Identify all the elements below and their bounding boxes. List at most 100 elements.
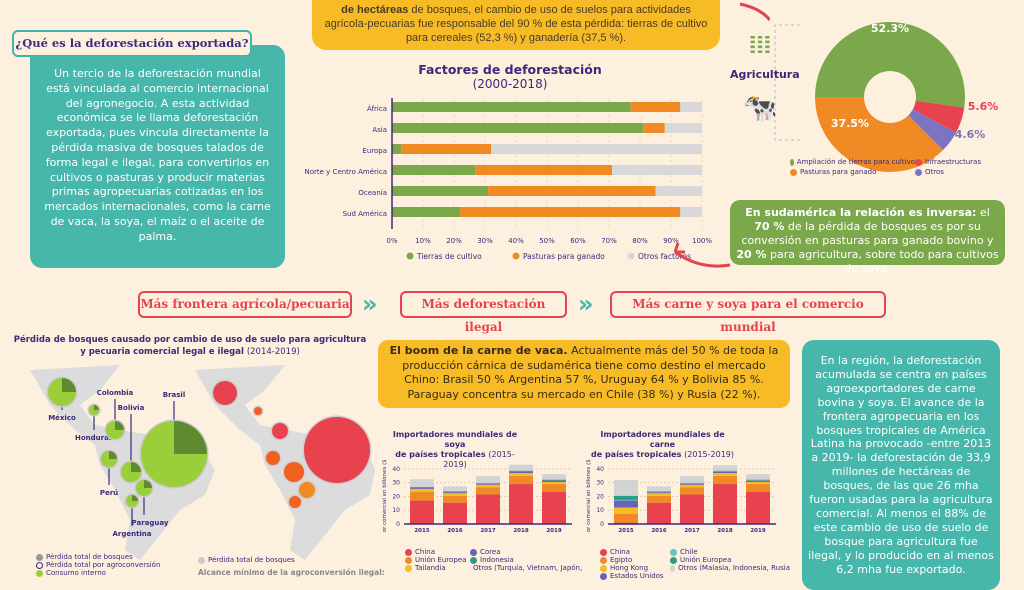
country-label: México: [48, 414, 76, 422]
legend-item: Tailandia: [405, 564, 470, 572]
bar-segment-tierras-de-cultivo: [392, 207, 460, 217]
x-tick-label: 0%: [386, 237, 397, 245]
bar-segment-tailandia: [443, 493, 467, 495]
bar-segment-tailandia: [476, 485, 500, 488]
legend-marker: [513, 253, 520, 260]
y-tick-label: 30: [596, 480, 604, 487]
bar-segment-otros: [476, 476, 500, 483]
legend-item: Otros (Malasia, Indonesia, Rusia: [670, 564, 790, 572]
y-tick-label: 0: [600, 521, 604, 528]
bar-segment-hong: [647, 493, 671, 495]
x-tick-label: 60%: [570, 237, 586, 245]
bar-segment-tierras-de-cultivo: [392, 123, 643, 133]
bar-segment-unión: [614, 496, 638, 500]
bar-segment-unión: [410, 492, 434, 501]
bar-segment-otros: [509, 465, 533, 471]
bar-segment-tailandia: [410, 489, 434, 492]
south-america-box: En sudamérica la relación es inversa: el…: [730, 200, 1005, 265]
legend-label: Pasturas para ganado: [523, 252, 605, 261]
country-label: Bolivia: [118, 404, 145, 412]
bar-segment-china: [476, 494, 500, 524]
bar-segment-china: [680, 494, 704, 524]
legend-label: Corea: [480, 548, 501, 556]
donut-value-label: 4.6%: [955, 128, 986, 141]
category-label: Asia: [372, 126, 387, 134]
bar-segment-otros: [746, 474, 770, 480]
bar-segment-unión: [746, 480, 770, 481]
factors-chart-subtitle: (2000-2018): [300, 77, 720, 91]
legend-marker: [600, 549, 607, 556]
country-label: Colombia: [97, 389, 134, 397]
x-tick-label: 30%: [477, 237, 493, 245]
bar-segment-indonesia: [410, 487, 434, 488]
legend-marker: [600, 573, 607, 580]
bar-segment-estados: [746, 481, 770, 482]
x-tick-label: 2017: [684, 528, 699, 532]
maps: MéxicoHondurasColombiaPerúBoliviaBrasilP…: [0, 360, 375, 576]
x-tick-label: 2019: [750, 528, 765, 532]
legend-marker: [915, 169, 922, 176]
bar-segment-corea: [443, 492, 467, 493]
legend-item: China: [405, 548, 470, 556]
x-tick-label: 2018: [717, 528, 732, 532]
bar-segment-egipto: [647, 496, 671, 503]
domestic-consumption-slice: [174, 421, 207, 454]
legend-label: Otros: [925, 168, 944, 176]
legend-label: Tailandia: [415, 564, 446, 572]
legend-marker: [407, 253, 414, 260]
legend-item: China: [600, 548, 670, 556]
bar-segment-egipto: [680, 487, 704, 494]
bar-segment-china: [410, 501, 434, 524]
country-label: Brasil: [163, 391, 185, 399]
bar-segment-corea: [509, 472, 533, 473]
bar-segment-estados: [713, 472, 737, 473]
donut-value-label: 37.5%: [831, 117, 869, 130]
country-label: Perú: [100, 489, 118, 497]
bar-segment-china: [509, 484, 533, 524]
what-is-text: Un tercio de la deforestación mundial es…: [30, 45, 285, 268]
illegal-agroconversion-circle: [299, 482, 315, 498]
bar-segment-china: [647, 503, 671, 524]
legend-label: Egipto: [610, 556, 632, 564]
bar-segment-otros: [614, 480, 638, 496]
bar-segment-china: [443, 503, 467, 524]
bar-segment-china: [746, 492, 770, 524]
legend-marker: [405, 549, 412, 556]
x-tick-label: 80%: [632, 237, 648, 245]
bar-segment-unión: [509, 476, 533, 484]
illegal-agroconversion-circle: [213, 381, 237, 405]
arrow-decoration: [660, 0, 770, 280]
legend-marker: [628, 253, 635, 260]
illegal-agroconversion-circle: [289, 496, 301, 508]
bar-segment-hong: [713, 473, 737, 476]
bar-segment-china: [542, 492, 566, 524]
top-info-box: de hectáreas de bosques, el cambio de us…: [312, 0, 720, 50]
x-tick-label: 2016: [447, 528, 462, 532]
bar-segment-estados: [680, 484, 704, 485]
legend-label: Estados Unidos: [610, 572, 664, 580]
legend-label: Pasturas para ganado: [800, 168, 876, 176]
legend-marker: [405, 557, 412, 564]
bar-segment-otros: [443, 486, 467, 491]
legend-marker: [600, 565, 607, 572]
x-tick-label: 70%: [601, 237, 617, 245]
legend-label: Chile: [680, 548, 698, 556]
y-tick-label: 10: [392, 507, 400, 514]
flow-step-1: Más frontera agrícola/pecuaria: [138, 291, 352, 318]
bar-segment-egipto: [746, 484, 770, 492]
bar-segment-china: [713, 484, 737, 524]
bar-segment-otros: [542, 474, 566, 480]
x-tick-label: 2017: [480, 528, 495, 532]
bar-segment-tailandia: [542, 482, 566, 484]
bar-segment-corea: [542, 481, 566, 482]
legend-marker: [600, 557, 607, 564]
bar-segment-pasturas-para-ganado: [476, 165, 612, 175]
bar-segment-hong: [746, 482, 770, 484]
map-title: Pérdida de bosques causado por cambio de…: [10, 334, 370, 358]
x-tick-label: 40%: [508, 237, 524, 245]
bar-segment-hong: [614, 507, 638, 513]
beef-boom-box: El boom de la carne de vaca. Actualmente…: [378, 340, 790, 408]
legend-marker: [470, 557, 477, 564]
